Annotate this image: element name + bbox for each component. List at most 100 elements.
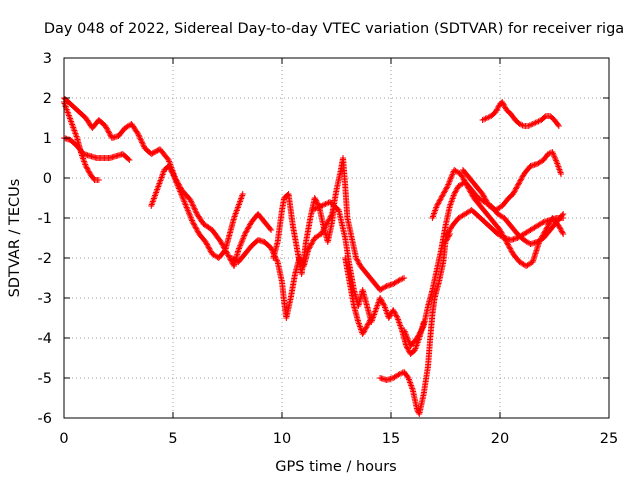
data-point (185, 208, 192, 215)
data-point (311, 195, 318, 201)
data-point (170, 172, 177, 179)
data-point (366, 317, 373, 324)
y-tick-label: 3 (43, 51, 52, 67)
data-point (518, 175, 525, 181)
data-point (552, 156, 559, 163)
data-point (506, 244, 513, 251)
data-point (510, 191, 517, 197)
data-point (459, 175, 466, 181)
data-point (555, 123, 562, 129)
data-point (504, 241, 511, 248)
data-point (517, 177, 524, 184)
data-point (193, 209, 200, 216)
data-point (550, 151, 557, 158)
data-point (494, 106, 501, 113)
data-point (403, 332, 410, 339)
data-point (480, 192, 487, 199)
data-point (446, 178, 453, 185)
data-point (437, 196, 444, 203)
data-point (418, 327, 425, 333)
data-point (484, 200, 491, 207)
data-point (462, 179, 469, 185)
data-point (416, 331, 423, 337)
data-point (492, 109, 499, 115)
data-point (461, 177, 468, 184)
data-point (225, 253, 232, 260)
data-point (235, 245, 242, 252)
data-point (136, 133, 143, 140)
data-point (273, 256, 280, 263)
data-point (377, 295, 384, 301)
data-point (516, 121, 523, 127)
data-point (192, 206, 199, 213)
x-tick-label: 25 (600, 431, 618, 447)
data-point (507, 245, 514, 252)
data-point (367, 316, 374, 323)
data-point (135, 131, 142, 137)
data-point (192, 208, 199, 215)
data-point (189, 219, 196, 225)
data-point (241, 231, 248, 237)
data-point (479, 191, 486, 197)
data-point (445, 180, 452, 187)
data-point (353, 256, 360, 263)
data-point (238, 238, 245, 245)
data-point (445, 229, 452, 236)
data-point (362, 325, 369, 332)
x-axis-label: GPS time / hours (275, 459, 396, 475)
data-point (493, 107, 500, 114)
data-point (536, 239, 543, 245)
data-point (203, 240, 210, 247)
data-point (139, 140, 146, 147)
data-point (553, 157, 560, 164)
data-point (378, 297, 385, 304)
data-point (309, 207, 316, 213)
data-point (558, 171, 565, 177)
data-point (334, 206, 341, 212)
data-point (541, 229, 548, 236)
data-point (457, 171, 464, 177)
data-point (515, 180, 522, 187)
series-arc-6 (270, 191, 338, 277)
data-point (194, 228, 201, 235)
data-point (364, 321, 371, 328)
data-point (386, 313, 393, 320)
data-point (405, 337, 412, 344)
data-point (435, 200, 442, 207)
data-point (466, 187, 473, 193)
data-point (438, 195, 445, 201)
data-point (467, 188, 474, 195)
data-point (366, 319, 373, 325)
data-point (184, 205, 191, 212)
data-point (177, 189, 184, 196)
data-point (169, 169, 176, 176)
data-point (512, 185, 519, 192)
data-point (309, 239, 316, 245)
data-point (319, 202, 326, 209)
data-point (167, 167, 174, 173)
data-point (187, 213, 194, 220)
data-point (85, 168, 92, 175)
data-point (190, 220, 197, 227)
data-point (518, 176, 525, 183)
data-point (443, 185, 450, 192)
data-point (171, 173, 178, 180)
data-point (542, 228, 549, 235)
x-tick-label: 0 (59, 431, 68, 447)
data-point (238, 239, 245, 246)
data-point (529, 121, 536, 127)
data-point (175, 185, 182, 192)
data-point (192, 224, 199, 231)
data-point (465, 185, 472, 192)
data-point (511, 188, 518, 195)
series-arc-14 (479, 99, 562, 129)
data-point (354, 257, 361, 264)
series-arc-13 (459, 149, 565, 213)
data-point (322, 201, 329, 207)
data-point (500, 101, 507, 108)
data-point (217, 239, 224, 245)
data-point (193, 227, 200, 233)
data-point (240, 233, 247, 240)
series-arc-10 (401, 179, 567, 349)
data-point (419, 325, 426, 332)
